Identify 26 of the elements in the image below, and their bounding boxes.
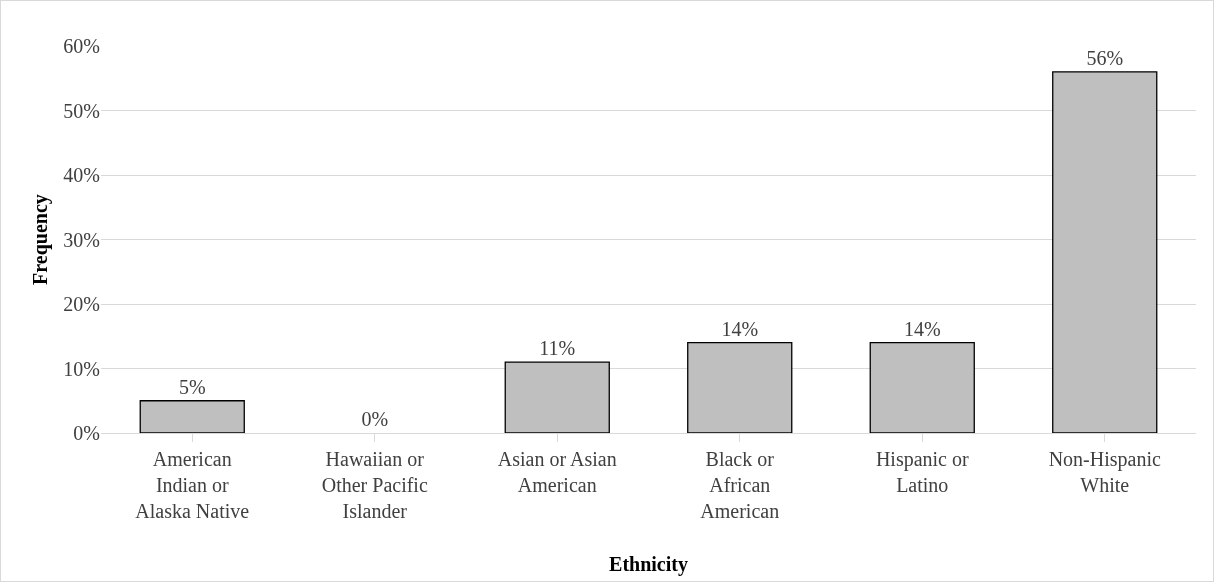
data-label: 11% xyxy=(539,337,576,360)
y-axis-title: Frequency xyxy=(28,194,52,285)
data-label: 14% xyxy=(721,317,759,340)
y-tick-label: 60% xyxy=(63,35,100,57)
data-label: 0% xyxy=(361,408,389,430)
data-label: 56% xyxy=(1086,46,1124,69)
y-tick-label: 0% xyxy=(73,422,100,444)
x-tick-label: Hawaiian or Other Pacific Islander xyxy=(321,448,428,523)
x-tick-label: Non-Hispanic White xyxy=(1048,448,1161,497)
x-axis-title: Ethnicity xyxy=(609,552,688,576)
bar xyxy=(687,342,793,433)
bar xyxy=(869,342,975,433)
y-tick-label: 10% xyxy=(63,357,100,380)
x-tick-label: Hispanic or Latino xyxy=(875,448,969,497)
y-tick-label: 30% xyxy=(63,228,100,251)
x-tick-label: Black or African American xyxy=(700,448,780,523)
bar xyxy=(1052,71,1158,433)
y-tick-label: 40% xyxy=(63,164,100,186)
x-tick-label: American Indian or Alaska Native xyxy=(135,448,250,523)
data-label: 5% xyxy=(178,375,206,398)
y-tick-label: 20% xyxy=(63,293,100,315)
x-tick-label: Asian or Asian American xyxy=(497,448,617,497)
y-tick-label: 50% xyxy=(63,99,100,122)
bar xyxy=(139,400,245,433)
bar xyxy=(504,361,610,433)
data-label: 14% xyxy=(903,317,941,340)
